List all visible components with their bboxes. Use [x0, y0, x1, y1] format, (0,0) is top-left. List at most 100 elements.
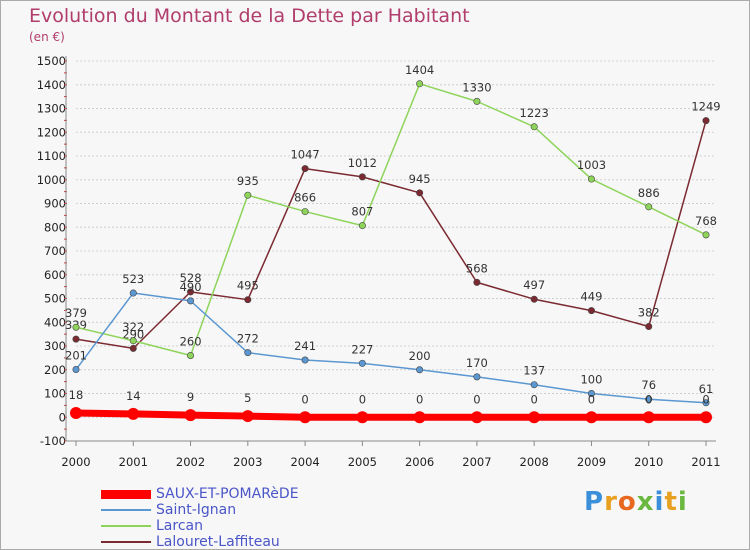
- data-label: 379: [65, 306, 87, 320]
- data-label: 497: [523, 278, 545, 292]
- data-point: [187, 288, 195, 296]
- chart-title: Evolution du Montant de la Dette par Hab…: [29, 5, 470, 27]
- legend-swatch: [101, 541, 151, 543]
- data-label: 568: [466, 261, 488, 275]
- proxiti-logo: Proxiti: [584, 487, 688, 517]
- series-line: [75, 83, 707, 357]
- data-point: [473, 373, 481, 381]
- data-label: 0: [416, 392, 423, 406]
- data-point: [358, 173, 366, 181]
- data-point: [187, 297, 195, 305]
- logo-letter: x: [636, 487, 655, 517]
- series-line: [75, 120, 707, 350]
- data-label: 382: [638, 306, 660, 320]
- data-point: [587, 307, 595, 315]
- data-point: [473, 97, 481, 105]
- data-point: [645, 323, 653, 331]
- data-label: 0: [359, 392, 366, 406]
- y-tick-label: 100: [44, 387, 66, 401]
- data-label: 1003: [577, 158, 606, 172]
- data-label: 807: [351, 205, 373, 219]
- data-label: 935: [237, 174, 259, 188]
- data-label: 322: [122, 320, 144, 334]
- data-label: 1404: [405, 63, 434, 77]
- data-label: 0: [473, 392, 480, 406]
- data-point: [72, 335, 80, 343]
- x-tick-label: 2007: [462, 455, 491, 469]
- y-tick-label: 300: [44, 339, 66, 353]
- data-label: 523: [122, 272, 144, 286]
- data-label: 1223: [520, 106, 549, 120]
- data-point: [72, 366, 80, 374]
- data-point: [299, 411, 312, 424]
- data-label: 76: [641, 378, 656, 392]
- data-label: 1330: [462, 80, 491, 94]
- data-point: [530, 295, 538, 303]
- data-point: [241, 410, 254, 423]
- x-tick-label: 2004: [290, 455, 319, 469]
- y-tick-label: 1000: [37, 173, 66, 187]
- data-point: [700, 411, 712, 424]
- y-tick-label: 400: [44, 315, 66, 329]
- y-tick-label: 1100: [37, 149, 66, 163]
- data-point: [530, 123, 538, 131]
- logo-letter: P: [584, 487, 605, 517]
- legend-label: Lalouret-Laffiteau: [156, 534, 280, 550]
- x-tick-label: 2000: [61, 455, 90, 469]
- legend-label: Saint-Ignan: [156, 502, 237, 518]
- data-label: 170: [466, 356, 488, 370]
- x-tick-label: 2011: [691, 455, 720, 469]
- data-label: 0: [301, 392, 308, 406]
- data-point: [72, 323, 80, 331]
- data-point: [585, 411, 598, 424]
- data-label: 886: [638, 186, 660, 200]
- data-label: 0: [702, 392, 709, 406]
- data-label: 272: [237, 332, 259, 346]
- data-point: [358, 222, 366, 230]
- data-label: 768: [695, 214, 717, 228]
- data-point: [187, 351, 195, 359]
- legend-label: Larcan: [156, 518, 203, 534]
- data-point: [127, 407, 140, 420]
- data-point: [301, 356, 309, 364]
- data-point: [645, 203, 653, 211]
- data-point: [129, 344, 137, 352]
- legend-swatch: [101, 509, 151, 511]
- y-tick-label: -100: [40, 434, 66, 448]
- data-point: [645, 395, 653, 403]
- data-point: [702, 231, 710, 239]
- x-tick-label: 2009: [577, 455, 606, 469]
- y-tick-label: 1300: [37, 102, 66, 116]
- logo-letter: t: [664, 487, 678, 517]
- line-chart: -100010020030040050060070080090010001100…: [37, 54, 721, 469]
- data-label: 14: [126, 389, 141, 403]
- data-point: [244, 191, 252, 199]
- y-tick-label: 0: [59, 410, 66, 424]
- data-point: [702, 399, 710, 407]
- x-tick-label: 2010: [634, 455, 663, 469]
- data-label: 1249: [691, 100, 720, 114]
- legend-label: SAUX-ET-POMARèDE: [156, 486, 299, 502]
- data-label: 0: [588, 392, 595, 406]
- data-label: 866: [294, 191, 316, 205]
- logo-letter: o: [617, 487, 637, 517]
- data-point: [184, 409, 197, 422]
- logo-letter: r: [604, 487, 618, 517]
- data-point: [129, 289, 137, 297]
- y-tick-label: 900: [44, 197, 66, 211]
- data-label: 5: [244, 391, 251, 405]
- y-tick-label: 600: [44, 268, 66, 282]
- series-line: [75, 292, 707, 404]
- data-label: 18: [69, 388, 84, 402]
- x-tick-label: 2005: [348, 455, 377, 469]
- x-tick-label: 2008: [520, 455, 549, 469]
- data-point: [470, 411, 483, 424]
- y-tick-label: 500: [44, 292, 66, 306]
- legend-swatch: [101, 525, 151, 527]
- x-tick-label: 2006: [405, 455, 434, 469]
- data-point: [356, 411, 369, 424]
- data-label: 945: [409, 172, 431, 186]
- y-tick-label: 1400: [37, 78, 66, 92]
- data-point: [129, 337, 137, 345]
